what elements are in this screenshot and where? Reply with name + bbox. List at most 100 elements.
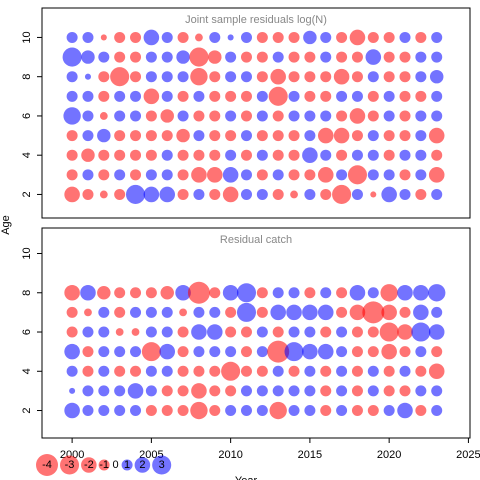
bubble — [209, 365, 221, 377]
bubble — [207, 167, 223, 183]
bubble — [379, 322, 399, 342]
bubble — [114, 346, 126, 358]
bubble — [349, 284, 366, 301]
bubble — [320, 51, 332, 63]
bubble — [290, 190, 298, 199]
bubble — [336, 405, 348, 417]
bubble — [176, 128, 190, 143]
bubble — [130, 287, 142, 299]
bubble — [98, 405, 110, 417]
bubble — [145, 287, 157, 299]
bubble — [320, 110, 332, 122]
bubble — [320, 71, 332, 83]
bubble — [336, 110, 348, 122]
bubble — [367, 31, 379, 43]
bubble — [191, 324, 207, 340]
bubble — [399, 51, 411, 63]
bubble — [415, 110, 427, 122]
bubble — [256, 130, 268, 142]
bubble — [415, 169, 427, 181]
bubble — [399, 346, 411, 358]
bubble — [114, 306, 126, 318]
bubble — [320, 149, 332, 161]
bubble — [272, 188, 284, 200]
bubble — [302, 147, 318, 163]
bubble — [209, 110, 221, 122]
bubble — [272, 31, 284, 43]
bubble — [114, 169, 126, 181]
bubble — [370, 191, 377, 198]
bubble — [320, 287, 332, 299]
bubble — [288, 149, 300, 161]
bubble — [80, 284, 96, 301]
bubble — [177, 346, 189, 358]
bubble — [64, 343, 80, 360]
bubble — [240, 51, 252, 63]
bubble — [367, 149, 379, 161]
bubble — [317, 343, 334, 360]
bubble — [240, 130, 252, 142]
bubble — [383, 110, 395, 122]
bubble — [336, 365, 348, 377]
bubble — [256, 169, 268, 181]
bubble — [66, 90, 78, 102]
bubble — [304, 188, 316, 200]
bubble — [114, 51, 126, 63]
bubble — [207, 324, 223, 340]
bubble — [415, 385, 427, 397]
bubble — [383, 31, 395, 43]
bubble — [272, 130, 284, 142]
bubble — [399, 130, 411, 142]
bubble — [302, 343, 318, 360]
bubble — [82, 31, 94, 43]
bubble — [349, 29, 366, 46]
legend-bubble — [98, 459, 110, 471]
legend-label: -4 — [42, 459, 52, 471]
bubble — [336, 326, 348, 338]
bubble — [336, 169, 348, 181]
bubble — [367, 169, 379, 181]
bubble — [225, 346, 237, 358]
bubble — [98, 365, 110, 377]
legend-bubble — [121, 459, 133, 471]
bubble — [304, 110, 316, 122]
bubble — [127, 383, 144, 399]
bubble — [256, 385, 268, 397]
bubble — [160, 286, 174, 300]
bubble — [82, 385, 94, 397]
bubble — [98, 346, 110, 358]
bubble — [304, 51, 316, 63]
bubble — [415, 365, 427, 377]
bubble — [177, 385, 189, 397]
bubble — [397, 402, 413, 419]
bubble — [304, 326, 316, 338]
bubble — [381, 343, 397, 360]
bubble — [114, 130, 126, 142]
bubble — [399, 110, 411, 122]
legend-label: -3 — [65, 459, 75, 471]
bubble — [161, 326, 173, 338]
bubble — [114, 365, 126, 377]
bubble — [209, 130, 221, 142]
bubble — [399, 169, 411, 181]
bubble — [161, 149, 173, 161]
bubble — [177, 169, 189, 181]
bubble — [161, 90, 173, 102]
bubble — [222, 167, 239, 183]
bubble — [304, 287, 316, 299]
bubble — [272, 326, 284, 338]
bubble — [320, 31, 332, 43]
bubble — [431, 149, 443, 161]
legend-bubble — [59, 455, 80, 475]
bubble — [304, 90, 316, 102]
bubble — [145, 51, 157, 63]
bubble — [380, 284, 398, 302]
bubble — [130, 306, 142, 318]
bubble — [62, 47, 82, 67]
bubble — [114, 31, 126, 43]
bubble — [225, 149, 237, 161]
bubble — [177, 31, 189, 43]
bubble — [336, 306, 348, 318]
bubble — [114, 405, 126, 417]
bubble — [159, 186, 176, 203]
